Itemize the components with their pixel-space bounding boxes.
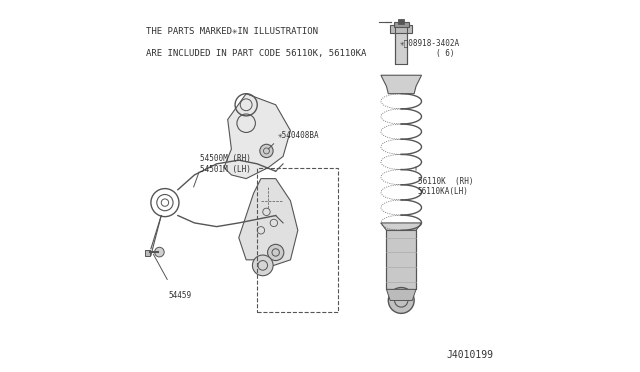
Bar bbox=[257, 167, 339, 311]
Bar bbox=[398, 19, 404, 23]
Circle shape bbox=[388, 288, 414, 313]
Text: J4010199: J4010199 bbox=[447, 350, 493, 359]
Circle shape bbox=[252, 255, 273, 276]
Circle shape bbox=[155, 247, 164, 257]
Circle shape bbox=[260, 144, 273, 158]
Polygon shape bbox=[381, 75, 422, 94]
Text: 56110K  (RH)
56110KA(LH): 56110K (RH) 56110KA(LH) bbox=[418, 177, 474, 196]
Circle shape bbox=[268, 244, 284, 260]
Text: ✳Ⓣ08918-3402A
        ( 6): ✳Ⓣ08918-3402A ( 6) bbox=[399, 38, 460, 58]
Text: THE PARTS MARKED✳IN ILLUSTRATION: THE PARTS MARKED✳IN ILLUSTRATION bbox=[147, 27, 319, 36]
Bar bbox=[394, 22, 408, 27]
Polygon shape bbox=[387, 289, 416, 301]
Polygon shape bbox=[224, 94, 291, 179]
Text: ARE INCLUDED IN PART CODE 56110K, 56110KA: ARE INCLUDED IN PART CODE 56110K, 56110K… bbox=[147, 49, 367, 58]
Text: 54500M (RH)
54501M (LH): 54500M (RH) 54501M (LH) bbox=[200, 154, 251, 174]
Text: ✳540408BA: ✳540408BA bbox=[278, 131, 319, 140]
Bar bbox=[145, 250, 150, 256]
Polygon shape bbox=[239, 179, 298, 267]
Bar bbox=[390, 25, 412, 33]
Polygon shape bbox=[381, 223, 422, 230]
Text: 54459: 54459 bbox=[168, 291, 192, 300]
